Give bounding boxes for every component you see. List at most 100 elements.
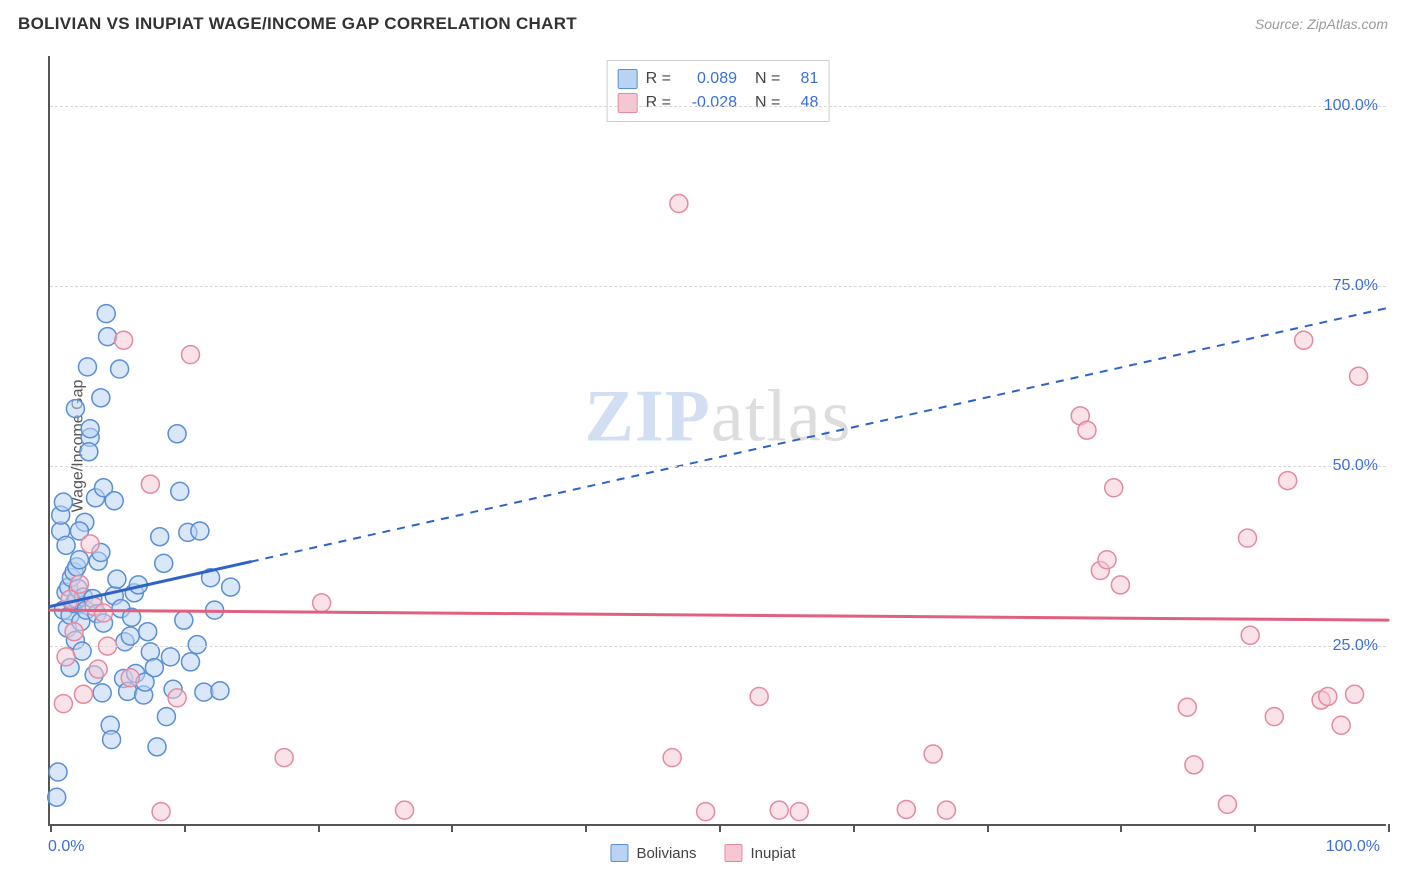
regression-line-dashed [251, 308, 1388, 562]
gridline [50, 466, 1386, 467]
scatter-point [70, 551, 88, 569]
scatter-point [74, 685, 92, 703]
scatter-point [103, 731, 121, 749]
x-tick-mark [853, 824, 855, 832]
stat-n-label: N = [755, 91, 780, 115]
scatter-point [188, 636, 206, 654]
stat-r-label: R = [646, 91, 671, 115]
scatter-point [108, 570, 126, 588]
gridline [50, 106, 1386, 107]
x-tick-min: 0.0% [48, 838, 84, 856]
scatter-point [1239, 529, 1257, 547]
x-tick-mark [987, 824, 989, 832]
legend-item: Bolivians [610, 844, 696, 862]
scatter-point [663, 749, 681, 767]
scatter-point [121, 627, 139, 645]
scatter-point [92, 389, 110, 407]
scatter-point [790, 803, 808, 821]
scatter-point [105, 492, 123, 510]
x-tick-mark [719, 824, 721, 832]
series-legend: Bolivians Inupiat [610, 844, 795, 862]
scatter-point [111, 360, 129, 378]
scatter-point [1241, 626, 1259, 644]
x-tick-max: 100.0% [1326, 838, 1380, 856]
scatter-point [1279, 472, 1297, 490]
scatter-point [66, 400, 84, 418]
scatter-point [697, 803, 715, 821]
scatter-point [171, 482, 189, 500]
stat-n-value: 48 [788, 91, 818, 115]
legend-label: Inupiat [750, 845, 795, 862]
gridline [50, 646, 1386, 647]
stat-n-label: N = [755, 67, 780, 91]
scatter-point [141, 475, 159, 493]
scatter-point [97, 305, 115, 323]
x-tick-mark [1388, 824, 1390, 832]
scatter-point [148, 738, 166, 756]
y-tick-label: 50.0% [1333, 457, 1378, 475]
scatter-point [1105, 479, 1123, 497]
scatter-point [1218, 795, 1236, 813]
scatter-point [1295, 331, 1313, 349]
stat-r-label: R = [646, 67, 671, 91]
scatter-point [115, 331, 133, 349]
scatter-point [49, 763, 67, 781]
scatter-point [121, 669, 139, 687]
regression-line-solid [50, 610, 1388, 620]
scatter-point [54, 493, 72, 511]
x-tick-mark [184, 824, 186, 832]
scatter-point [145, 659, 163, 677]
plot-area: ZIPatlas R =0.089N =81R =-0.028N =48 25.… [48, 56, 1386, 826]
scatter-point [93, 684, 111, 702]
stat-n-value: 81 [788, 67, 818, 91]
stat-row: R = -0.028 N = 48 [618, 91, 819, 115]
scatter-point [168, 425, 186, 443]
y-tick-label: 75.0% [1333, 277, 1378, 295]
stat-swatch [618, 69, 638, 89]
x-tick-mark [318, 824, 320, 832]
x-tick-mark [1254, 824, 1256, 832]
chart-container: BOLIVIAN VS INUPIAT WAGE/INCOME GAP CORR… [0, 0, 1406, 892]
scatter-point [1265, 708, 1283, 726]
scatter-point [181, 653, 199, 671]
x-tick-mark [585, 824, 587, 832]
scatter-point [157, 708, 175, 726]
scatter-point [670, 195, 688, 213]
scatter-point [937, 801, 955, 819]
scatter-point [65, 623, 83, 641]
scatter-point [1350, 367, 1368, 385]
scatter-point [396, 801, 414, 819]
scatter-point [750, 687, 768, 705]
plot-svg [50, 56, 1386, 824]
scatter-point [54, 695, 72, 713]
y-tick-label: 25.0% [1333, 637, 1378, 655]
scatter-point [1098, 551, 1116, 569]
scatter-point [70, 575, 88, 593]
stat-r-value: -0.028 [679, 91, 737, 115]
legend-item: Inupiat [724, 844, 795, 862]
scatter-point [222, 578, 240, 596]
scatter-point [161, 648, 179, 666]
scatter-point [139, 623, 157, 641]
title-row: BOLIVIAN VS INUPIAT WAGE/INCOME GAP CORR… [18, 14, 1388, 34]
scatter-point [313, 594, 331, 612]
scatter-point [191, 522, 209, 540]
scatter-point [195, 683, 213, 701]
scatter-point [81, 420, 99, 438]
scatter-point [1185, 756, 1203, 774]
stat-row: R = 0.089 N = 81 [618, 67, 819, 91]
scatter-point [99, 328, 117, 346]
scatter-point [181, 346, 199, 364]
x-tick-mark [50, 824, 52, 832]
stat-r-value: 0.089 [679, 67, 737, 91]
scatter-point [151, 528, 169, 546]
gridline [50, 286, 1386, 287]
scatter-point [770, 801, 788, 819]
scatter-point [275, 749, 293, 767]
scatter-point [152, 803, 170, 821]
scatter-point [73, 642, 91, 660]
x-tick-mark [1120, 824, 1122, 832]
legend-swatch [724, 844, 742, 862]
source-label: Source: ZipAtlas.com [1255, 16, 1388, 32]
scatter-point [168, 689, 186, 707]
